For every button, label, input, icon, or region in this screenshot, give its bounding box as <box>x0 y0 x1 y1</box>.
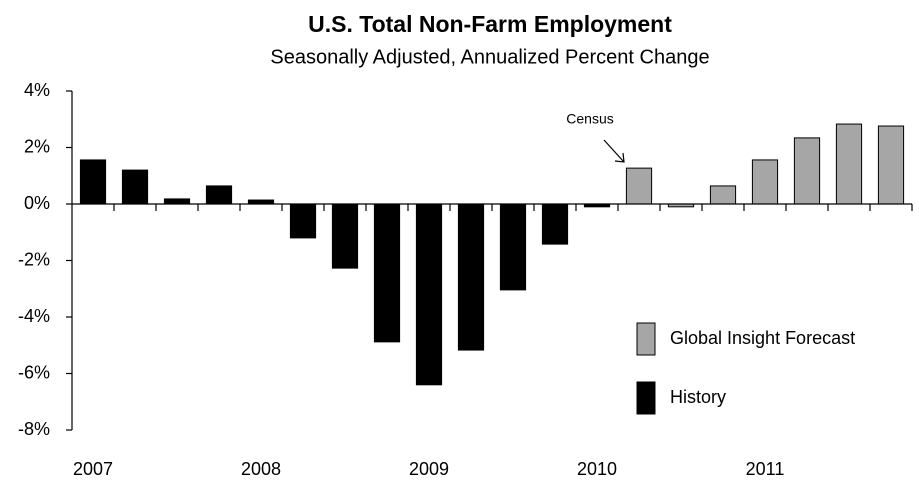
bar <box>625 167 653 205</box>
bar <box>709 185 737 205</box>
legend-label: Global Insight Forecast <box>670 328 855 348</box>
x-tick-label: 2009 <box>409 459 449 479</box>
annotation: Census <box>566 111 613 127</box>
legend-swatch <box>636 322 656 356</box>
bar <box>751 159 779 205</box>
y-tick-label: -4% <box>18 306 50 326</box>
bar <box>457 203 485 351</box>
x-tick-label: 2007 <box>73 459 113 479</box>
bar <box>877 125 905 205</box>
bar <box>541 203 569 245</box>
bar <box>373 203 401 343</box>
y-tick-label: -2% <box>18 249 50 269</box>
x-tick-label: 2010 <box>577 459 617 479</box>
y-tick-label: 0% <box>24 193 50 213</box>
bar <box>79 159 107 205</box>
annotation-arrowhead <box>614 152 625 163</box>
legend-swatch <box>636 381 656 415</box>
x-tick-label: 2011 <box>746 459 785 479</box>
y-tick-label: -8% <box>18 419 50 439</box>
bar <box>793 137 821 205</box>
chart-subtitle: Seasonally Adjusted, Annualized Percent … <box>270 46 709 68</box>
y-tick-label: -6% <box>18 362 50 382</box>
x-tick-label: 2008 <box>241 459 281 479</box>
bar <box>205 185 233 205</box>
bar <box>163 198 191 205</box>
y-tick-label: 2% <box>24 136 50 156</box>
bar <box>121 169 149 205</box>
bar <box>331 203 359 269</box>
legend-label: History <box>670 387 726 407</box>
y-tick-label: 4% <box>24 80 50 100</box>
bar <box>499 203 527 291</box>
bar <box>415 203 443 386</box>
chart-title: U.S. Total Non-Farm Employment <box>308 11 672 37</box>
annotation-arrow <box>603 139 625 163</box>
bar <box>289 203 317 239</box>
bar <box>835 123 863 205</box>
